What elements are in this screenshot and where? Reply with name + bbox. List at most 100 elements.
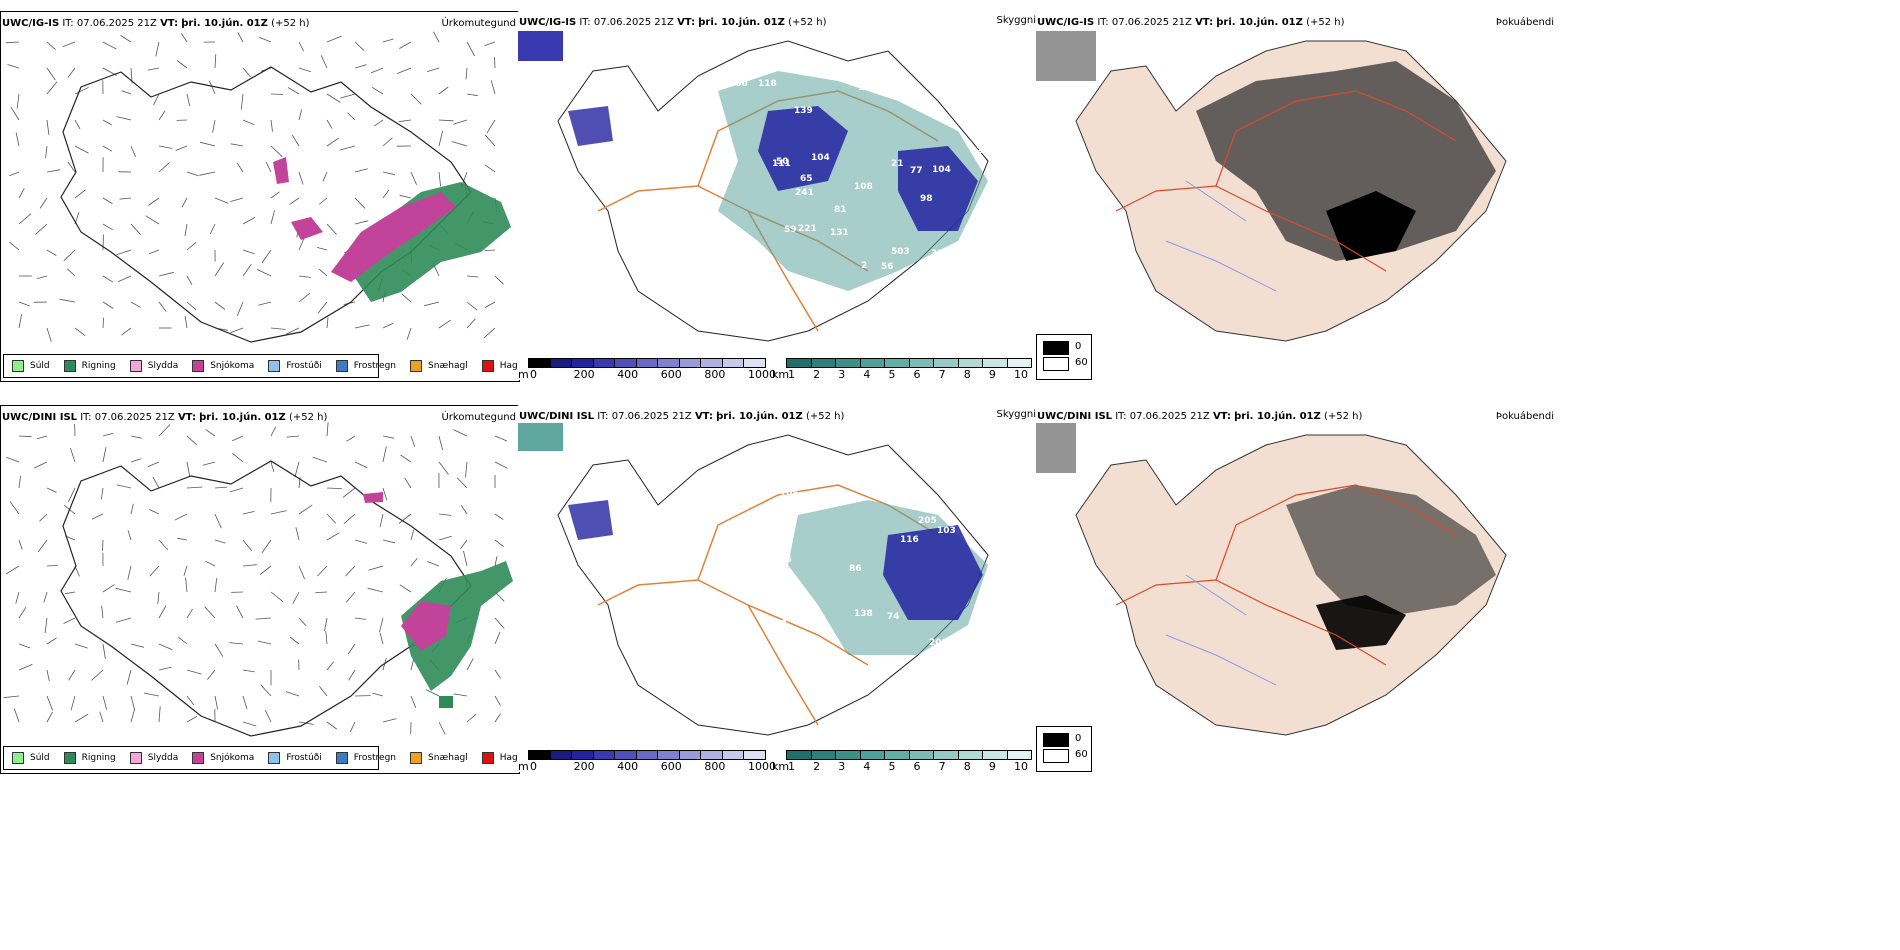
wind-barb — [130, 301, 141, 308]
wind-barb — [346, 435, 356, 442]
wind-barb — [406, 327, 412, 340]
cloud-base-label: 98 — [920, 194, 933, 204]
wind-barb — [326, 721, 337, 730]
wind-barb — [453, 429, 468, 437]
panel-header: UWC/IG-IS IT: 07.06.2025 21Z VT: þri. 10… — [1037, 17, 1345, 28]
wind-barb — [5, 41, 20, 44]
cloud-base-label: 86 — [849, 564, 862, 574]
legend-item: Súld — [12, 752, 50, 764]
wind-barb — [451, 141, 468, 147]
wind-barb — [130, 223, 141, 235]
wind-barb — [326, 661, 334, 671]
wind-barb — [382, 539, 396, 544]
wind-barb — [270, 119, 273, 132]
wind-barb — [354, 324, 370, 329]
wind-barb — [65, 591, 76, 595]
wind-barb — [484, 301, 496, 308]
wind-barb — [453, 693, 468, 697]
wind-barb — [37, 539, 48, 553]
fog-legend-label: 0 — [1075, 733, 1082, 744]
wind-barb — [410, 529, 415, 541]
wind-barb — [242, 539, 253, 551]
colorbar-tick: 8 — [963, 760, 971, 772]
wind-barb — [257, 640, 272, 645]
wind-barb — [399, 584, 412, 593]
wind-barb — [410, 658, 415, 671]
cloud-base-labels: 33 76 105 205 138 336 235 128 103 116 110 99 74 86 107… — [720, 471, 956, 681]
wind-barb — [326, 513, 336, 524]
cloud-base-label: 108 — [768, 620, 787, 630]
wind-barb — [318, 268, 328, 277]
colorbar-strip — [528, 750, 766, 760]
legend-swatch — [268, 752, 281, 764]
wind-barb — [116, 116, 132, 121]
colorbar-tick: 7 — [938, 368, 946, 380]
fog-legend-label: 60 — [1075, 357, 1088, 368]
wind-barb — [460, 539, 468, 550]
wind-barb — [368, 565, 384, 571]
fog-black — [1326, 191, 1416, 261]
wind-barb — [339, 145, 356, 151]
wind-barb — [44, 617, 48, 633]
wind-barb — [484, 164, 496, 173]
visibility-colorbar: km 1 2 3 4 5 6 7 8 9 10 — [772, 358, 1034, 380]
panel-title-fog: Þokuábendi — [1495, 411, 1554, 422]
wind-barb — [396, 67, 412, 74]
legend-swatch — [192, 752, 205, 764]
wind-barb — [18, 435, 32, 438]
wind-barb — [410, 557, 418, 567]
wind-barb — [494, 631, 501, 645]
cloud-base-label: 104 — [811, 153, 830, 163]
wind-barb — [214, 486, 228, 489]
wind-barb — [102, 643, 106, 659]
fog-panel-top: UWC/IG-IS IT: 07.06.2025 21Z VT: þri. 10… — [1036, 11, 1556, 380]
wind-barb — [3, 695, 20, 699]
legend-item: Haglél — [481, 360, 519, 372]
panel-title-cloud: Skyggni — [996, 15, 1036, 26]
legend-item: Frostregn — [335, 752, 396, 764]
wind-barb — [438, 513, 452, 516]
wind-barb — [9, 171, 20, 177]
wind-barb — [127, 530, 132, 541]
wind-barb — [433, 31, 440, 43]
wind-barb — [242, 119, 255, 126]
wind-barb — [186, 608, 193, 619]
fog-legend-swatch — [1043, 749, 1069, 763]
fog-legend-swatch — [1043, 733, 1069, 747]
wind-barb — [410, 695, 417, 708]
wind-barb — [289, 636, 300, 645]
legend-item: Frostúði — [268, 360, 322, 372]
wind-barb — [242, 669, 255, 673]
wind-barb — [258, 301, 272, 306]
wind-barb — [494, 539, 504, 548]
wind-barb — [289, 197, 300, 205]
wind-barb — [242, 263, 252, 277]
wind-barb — [319, 686, 328, 697]
wind-barb — [102, 41, 117, 50]
wind-barb — [74, 119, 81, 130]
wind-barb — [147, 461, 160, 468]
legend-item: Slydda — [129, 752, 178, 764]
cloud-base-label: 2 — [861, 261, 867, 271]
wind-barb — [298, 41, 304, 52]
wind-barb — [398, 119, 412, 123]
cloud-base-label: 56 — [881, 262, 894, 272]
wind-barb — [45, 145, 48, 159]
wind-barb — [158, 424, 171, 437]
wind-barb — [298, 275, 311, 278]
wind-barb — [181, 197, 188, 208]
wind-barb — [145, 215, 160, 225]
wind-barb — [453, 119, 468, 125]
wind-barb — [102, 432, 114, 437]
snow-area-small — [291, 217, 323, 240]
colorbar-tick: 400 — [617, 760, 639, 772]
wind-barb — [237, 32, 244, 43]
wind-barb — [270, 591, 284, 603]
wind-barb — [186, 695, 195, 706]
wind-barb — [18, 213, 32, 225]
wind-barb — [99, 711, 104, 723]
wind-barb — [400, 454, 412, 463]
legend-item: Rigning — [63, 752, 116, 764]
colorbar-tick: 7 — [938, 760, 946, 772]
